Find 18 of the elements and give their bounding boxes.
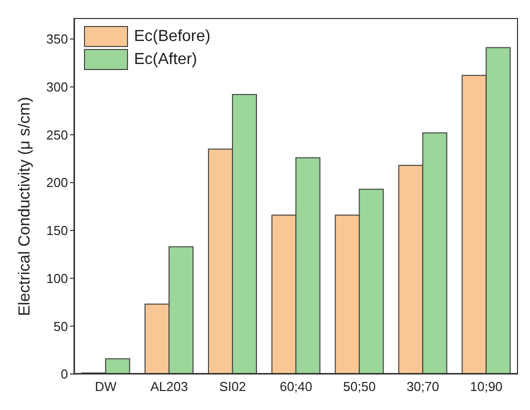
y-tick-label: 200 [46,175,68,190]
y-tick-label: 300 [46,80,68,95]
legend-label: Ec(After) [134,50,198,68]
x-tick-label: 50;50 [343,379,376,394]
x-tick-label: 60;40 [280,379,312,394]
x-tick-label: 10;90 [470,379,503,394]
y-tick-label: 0 [60,366,68,382]
x-tick-label: SI02 [219,379,246,394]
y-tick-label: 50 [54,318,68,334]
legend-label: Ec(Before) [134,28,210,46]
y-tick-label: 150 [46,223,68,238]
y-tick-label: 350 [46,32,68,47]
y-tick-label: 100 [46,270,68,286]
x-tick-label: AL203 [150,379,188,394]
x-tick-label: 30;70 [406,379,440,394]
x-tick-label: DW [94,379,118,394]
y-tick-label: 250 [46,127,68,142]
y-axis-title: Electrical Conductivity (μ s/cm) [16,96,34,316]
